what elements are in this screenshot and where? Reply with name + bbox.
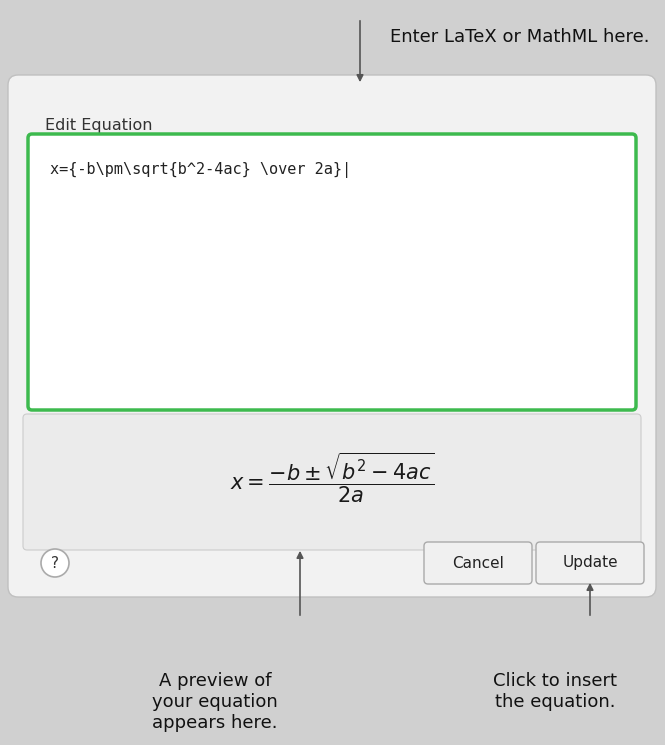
FancyBboxPatch shape <box>536 542 644 584</box>
Text: Update: Update <box>562 556 618 571</box>
Text: Enter LaTeX or MathML here.: Enter LaTeX or MathML here. <box>390 28 650 46</box>
Text: $x = \dfrac{-b \pm \sqrt{b^2 - 4ac}}{2a}$: $x = \dfrac{-b \pm \sqrt{b^2 - 4ac}}{2a}… <box>230 451 434 505</box>
Text: ?: ? <box>51 556 59 571</box>
Text: Cancel: Cancel <box>452 556 504 571</box>
Text: A preview of
your equation
appears here.: A preview of your equation appears here. <box>152 672 278 732</box>
FancyBboxPatch shape <box>8 75 656 597</box>
FancyBboxPatch shape <box>424 542 532 584</box>
Text: Click to insert
the equation.: Click to insert the equation. <box>493 672 617 711</box>
Circle shape <box>41 549 69 577</box>
Text: Edit Equation: Edit Equation <box>45 118 152 133</box>
Text: x={-b\pm\sqrt{b^2-4ac} \over 2a}|: x={-b\pm\sqrt{b^2-4ac} \over 2a}| <box>50 162 351 178</box>
FancyBboxPatch shape <box>23 414 641 550</box>
FancyBboxPatch shape <box>28 134 636 410</box>
